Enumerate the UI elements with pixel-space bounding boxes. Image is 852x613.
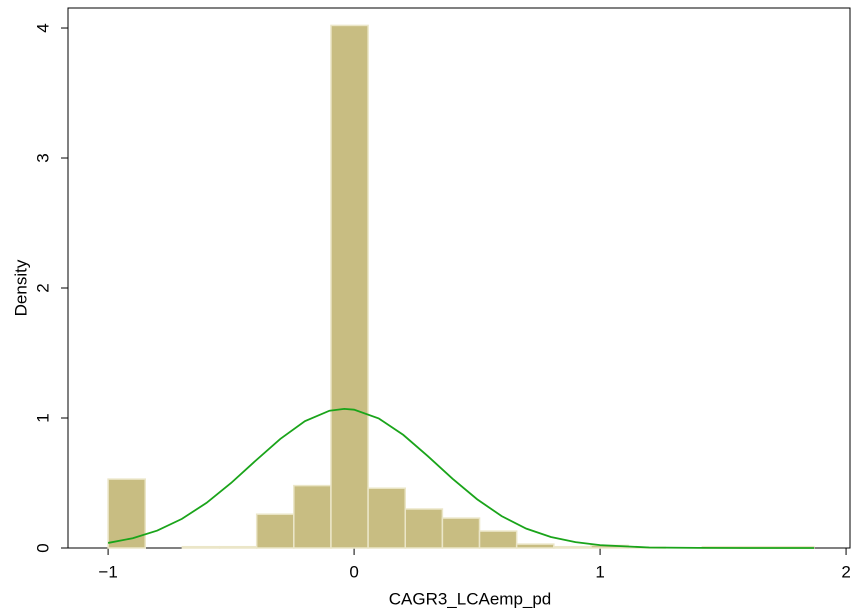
bar — [515, 543, 555, 549]
bar — [330, 24, 369, 549]
y-tick-label: 3 — [33, 153, 52, 162]
y-tick-label: 4 — [33, 23, 52, 32]
bar — [478, 530, 518, 549]
bar — [441, 517, 481, 549]
density-curve — [107, 408, 815, 549]
bar — [181, 545, 221, 549]
y-tick-label: 1 — [33, 413, 52, 422]
bar — [553, 545, 592, 549]
plot-frame — [67, 7, 851, 549]
bar — [218, 545, 258, 549]
bar — [255, 513, 295, 549]
y-axis-label: Density — [11, 259, 30, 316]
x-tick-label: −1 — [98, 562, 117, 581]
x-axis-label: CAGR3_LCAemp_pd — [389, 589, 552, 608]
y-tick-label: 2 — [33, 283, 52, 292]
x-tick-label: 2 — [841, 562, 850, 581]
x-tick-label: 1 — [595, 562, 604, 581]
bar — [107, 478, 146, 549]
y-tick-label: 0 — [33, 543, 52, 552]
bar — [367, 487, 407, 549]
x-tick-label: 0 — [349, 562, 358, 581]
bar — [404, 508, 444, 549]
bar — [293, 484, 332, 549]
